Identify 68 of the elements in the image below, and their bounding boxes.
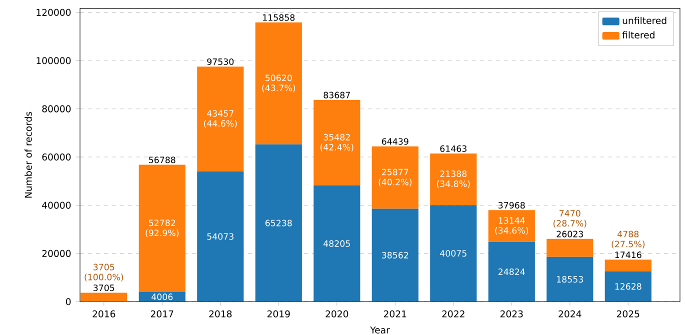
x-tick-label: 2019 (267, 310, 290, 318)
x-axis-title: Year (370, 326, 390, 334)
data-label: 3705 (100.0%) (84, 264, 124, 282)
total-label: 97530 (207, 58, 234, 65)
y-axis-title: Number of records (24, 112, 32, 198)
total-label: 115858 (263, 14, 295, 21)
bar (255, 22, 302, 144)
x-tick-label: 2024 (558, 310, 582, 318)
legend-label: unfiltered (622, 16, 666, 24)
bar (488, 210, 535, 242)
data-label: 48205 (324, 240, 350, 247)
y-tick-label: 0 (66, 298, 71, 306)
total-label: 56788 (149, 156, 176, 164)
bar (80, 292, 128, 302)
data-label: 12628 (615, 283, 642, 290)
y-tick-label: 60000 (42, 154, 71, 161)
bar (255, 144, 302, 302)
x-tick-label: 2020 (326, 310, 348, 318)
data-label: 21388 (34.8%) (437, 170, 470, 188)
y-tick-label: 100000 (36, 57, 71, 64)
total-label: 37968 (498, 202, 525, 209)
total-label: 17416 (615, 252, 642, 258)
data-label: 25877 (40.2%) (378, 168, 412, 186)
x-tick-label: 2018 (209, 310, 232, 318)
total-label: 61463 (440, 145, 466, 152)
total-label: 83687 (324, 92, 350, 98)
y-tick-label: 80000 (42, 105, 71, 112)
y-tick-label: 120000 (36, 8, 71, 16)
data-label: 24824 (498, 268, 525, 276)
data-label: 50620 (43.7%) (262, 74, 296, 92)
x-tick-label: 2021 (384, 310, 406, 318)
legend-label: filtered (622, 31, 654, 38)
data-label: 52782 (92.9%) (146, 220, 179, 238)
total-label: 64439 (382, 138, 408, 145)
bar (430, 205, 477, 302)
data-label: 13144 (34.6%) (495, 217, 528, 235)
bar (197, 66, 244, 172)
data-label: 4788 (27.5%) (612, 230, 645, 248)
y-tick-label: 20000 (42, 250, 71, 257)
data-label: 38562 (382, 252, 408, 258)
total-label: 3705 (94, 284, 114, 292)
x-tick-label: 2016 (92, 310, 116, 318)
bar (314, 185, 360, 302)
data-label: 43457 (44.6%) (204, 110, 237, 128)
bar (372, 146, 418, 209)
x-tick-label: 2025 (616, 310, 640, 318)
bar (546, 256, 594, 302)
bar (604, 260, 652, 272)
bar (314, 100, 360, 186)
bar (430, 154, 477, 206)
data-label: 35482 (42.4%) (320, 134, 354, 152)
bar (546, 238, 594, 257)
total-label: 26023 (556, 230, 583, 238)
bar (197, 171, 244, 302)
data-label: 40075 (440, 250, 466, 257)
data-label: 18553 (557, 276, 583, 283)
x-tick-label: 2023 (500, 310, 523, 318)
data-label: 4006 (152, 294, 173, 300)
y-tick-label: 40000 (42, 202, 71, 209)
x-tick-label: 2022 (442, 310, 464, 318)
bar (372, 208, 418, 302)
data-label: 65238 (265, 220, 292, 226)
x-tick-label: 2017 (150, 310, 174, 318)
bar (604, 271, 652, 302)
bar (138, 164, 186, 292)
data-label: 54073 (207, 233, 234, 240)
bar (488, 242, 535, 302)
data-label: 7470 (28.7%) (554, 210, 586, 228)
